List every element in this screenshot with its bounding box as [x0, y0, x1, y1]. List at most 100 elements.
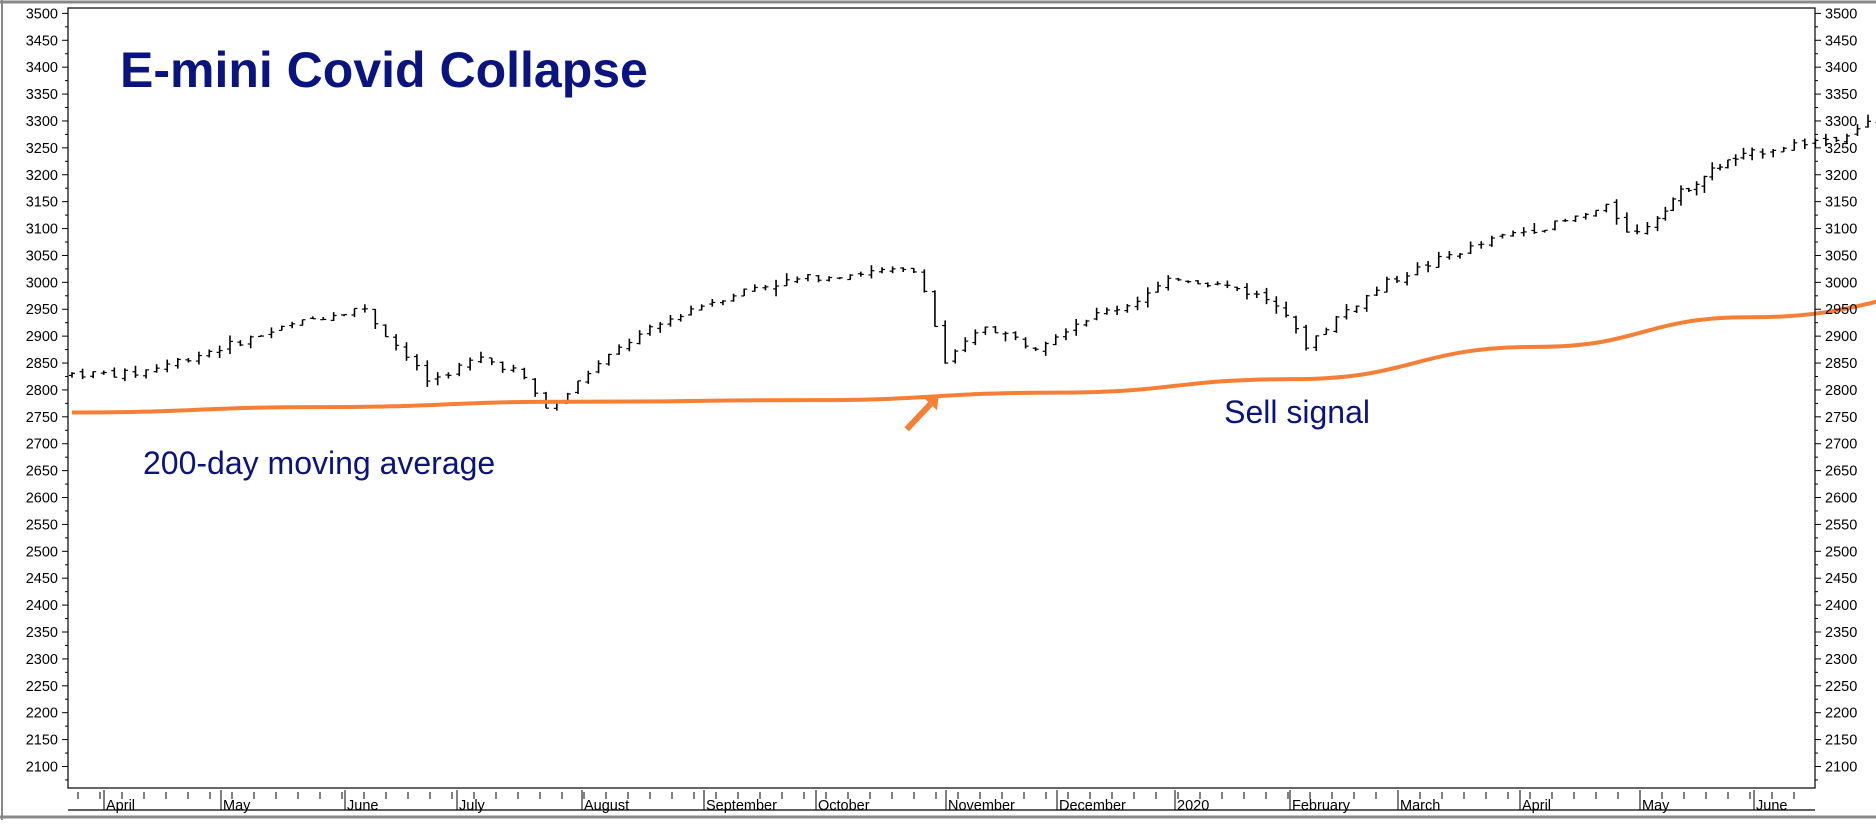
- y-tick-label-left: 3150: [26, 195, 58, 211]
- price-bar: [1717, 164, 1723, 171]
- price-bar: [741, 289, 747, 296]
- price-bar: [279, 326, 285, 331]
- price-bar: [678, 314, 684, 322]
- y-axis-right: 2100215022002250230023502400245025002550…: [1815, 6, 1857, 780]
- x-month-label: February: [1292, 798, 1351, 814]
- y-tick-label-right: 2650: [1825, 464, 1857, 480]
- price-bar: [1709, 162, 1715, 180]
- price-bar: [456, 363, 462, 376]
- price-bar: [1457, 253, 1463, 259]
- price-bar: [1053, 334, 1059, 345]
- price-bars: [69, 67, 1876, 709]
- price-bar: [709, 299, 715, 307]
- price-bar: [837, 277, 843, 279]
- y-tick-label-right: 2550: [1825, 517, 1857, 533]
- price-bar: [752, 284, 758, 291]
- price-bar: [1749, 147, 1755, 160]
- price-bar: [393, 334, 399, 350]
- price-bar: [300, 320, 306, 326]
- price-bar: [879, 267, 885, 273]
- x-month-label: April: [1522, 798, 1551, 814]
- price-bar: [826, 276, 832, 281]
- price-bar: [1384, 277, 1390, 293]
- price-bar: [972, 329, 978, 345]
- y-tick-label-right: 3050: [1825, 248, 1857, 264]
- y-tick-label-left: 3300: [26, 114, 58, 130]
- price-bar: [362, 304, 368, 312]
- annotation-label: Sell signal: [1224, 394, 1370, 430]
- price-bar: [467, 357, 473, 370]
- price-bar: [217, 346, 223, 358]
- price-bar: [816, 275, 822, 282]
- price-bar: [921, 269, 927, 292]
- price-bar: [1175, 278, 1181, 281]
- price-bar: [435, 372, 441, 385]
- y-tick-label-left: 2850: [26, 356, 58, 372]
- price-bar: [1254, 291, 1260, 298]
- y-tick-label-left: 2150: [26, 733, 58, 749]
- price-bar: [414, 354, 420, 370]
- price-bar: [962, 337, 968, 352]
- price-bar: [175, 358, 181, 369]
- x-month-label: June: [347, 798, 378, 814]
- y-tick-label-left: 2550: [26, 517, 58, 533]
- y-tick-label-right: 3200: [1825, 168, 1857, 184]
- price-bar: [1670, 197, 1676, 211]
- y-tick-label-left: 2500: [26, 544, 58, 560]
- y-tick-label-right: 2750: [1825, 410, 1857, 426]
- price-bar: [1073, 319, 1079, 336]
- y-tick-label-right: 3500: [1825, 6, 1857, 22]
- price-bar: [900, 267, 906, 272]
- price-bar: [699, 304, 705, 310]
- y-tick-label-left: 3350: [26, 87, 58, 103]
- price-bar: [1725, 160, 1731, 169]
- y-tick-label-left: 2450: [26, 571, 58, 587]
- price-bar: [575, 381, 581, 394]
- price-bar: [1489, 236, 1495, 247]
- price-bar: [1686, 188, 1692, 192]
- ma-200-line: [72, 253, 1876, 413]
- price-bar: [1446, 251, 1452, 260]
- price-bar: [111, 368, 117, 378]
- price-bar: [1701, 176, 1707, 193]
- price-bar: [1603, 204, 1609, 213]
- y-tick-label-right: 3100: [1825, 222, 1857, 238]
- y-tick-label-right: 2100: [1825, 759, 1857, 775]
- price-bar: [932, 290, 938, 326]
- price-bar: [1521, 227, 1527, 236]
- y-tick-label-right: 2500: [1825, 544, 1857, 560]
- price-bar: [1404, 272, 1410, 285]
- price-bar: [1436, 252, 1442, 268]
- y-tick-label-left: 2600: [26, 491, 58, 507]
- y-tick-label-right: 2900: [1825, 329, 1857, 345]
- price-bar: [858, 272, 864, 277]
- price-bar: [1593, 210, 1599, 216]
- price-bar: [1234, 287, 1240, 291]
- price-bar: [1552, 221, 1558, 231]
- price-bar: [1770, 149, 1776, 157]
- y-tick-label-right: 3000: [1825, 275, 1857, 291]
- price-bar: [1694, 181, 1700, 195]
- price-bar: [289, 322, 295, 328]
- price-bar: [606, 354, 612, 366]
- price-bar: [1414, 262, 1420, 275]
- x-month-label: May: [223, 798, 251, 814]
- price-bar: [1624, 212, 1630, 232]
- price-bar: [248, 336, 254, 349]
- moving-average-layer: [72, 253, 1876, 413]
- price-bar: [1468, 241, 1474, 254]
- price-bar: [445, 372, 451, 378]
- y-tick-label-right: 3150: [1825, 195, 1857, 211]
- price-bar: [1655, 216, 1661, 231]
- price-bar: [1791, 139, 1797, 150]
- y-tick-label-left: 3050: [26, 248, 58, 264]
- y-tick-label-right: 2200: [1825, 706, 1857, 722]
- price-bar: [1531, 223, 1537, 234]
- price-bar: [1354, 305, 1360, 313]
- price-bar: [773, 280, 779, 296]
- y-tick-label-right: 2600: [1825, 491, 1857, 507]
- price-bar: [1023, 337, 1029, 348]
- price-bar: [1155, 282, 1161, 293]
